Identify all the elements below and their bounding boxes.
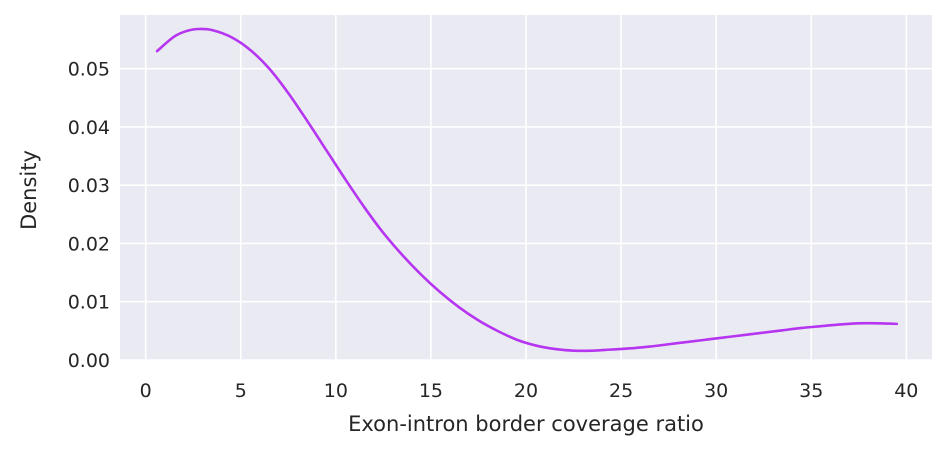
x-tick-labels: 0 5 10 15 20 25 30 35 40 <box>140 380 919 402</box>
grid-lines <box>120 15 932 361</box>
x-tick-label: 35 <box>799 380 823 402</box>
y-axis-label: Density <box>17 150 41 230</box>
x-axis-label: Exon-intron border coverage ratio <box>348 412 704 436</box>
y-tick-label: 0.01 <box>68 292 110 314</box>
x-tick-label: 10 <box>324 380 348 402</box>
x-tick-label: 40 <box>894 380 918 402</box>
x-tick-label: 25 <box>609 380 633 402</box>
density-curve <box>155 27 899 353</box>
y-tick-label: 0.00 <box>68 350 110 372</box>
x-tick-label: 30 <box>704 380 728 402</box>
x-tick-label: 15 <box>419 380 443 402</box>
y-tick-label: 0.02 <box>68 233 110 255</box>
y-tick-label: 0.03 <box>68 175 110 197</box>
y-tick-labels: 0.00 0.01 0.02 0.03 0.04 0.05 <box>68 59 110 372</box>
y-tick-label: 0.04 <box>68 117 110 139</box>
x-tick-label: 20 <box>514 380 538 402</box>
x-tick-label: 0 <box>140 380 152 402</box>
y-tick-label: 0.05 <box>68 59 110 81</box>
x-tick-label: 5 <box>235 380 247 402</box>
